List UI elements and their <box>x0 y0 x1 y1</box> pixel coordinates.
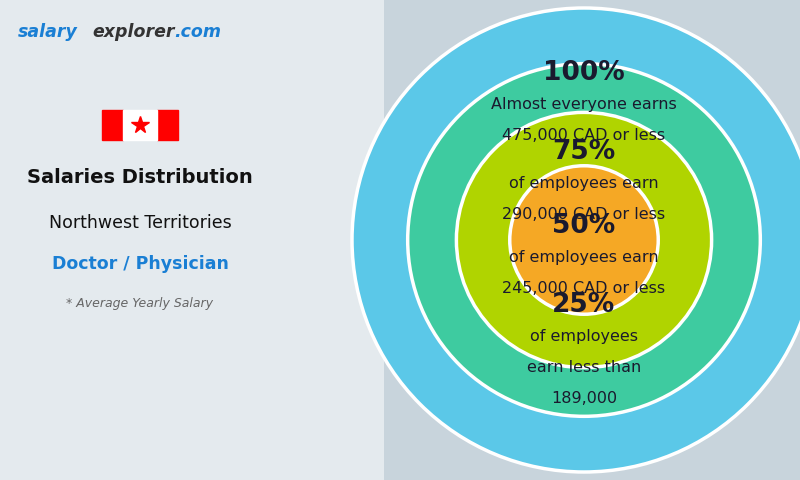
Text: 25%: 25% <box>552 292 616 318</box>
Text: Northwest Territories: Northwest Territories <box>49 214 231 232</box>
Text: .com: .com <box>174 23 222 41</box>
Circle shape <box>510 166 658 314</box>
Text: 100%: 100% <box>543 60 625 86</box>
Text: Salaries Distribution: Salaries Distribution <box>27 168 253 187</box>
Text: 50%: 50% <box>552 213 616 239</box>
Text: of employees earn: of employees earn <box>509 176 659 191</box>
Text: 245,000 CAD or less: 245,000 CAD or less <box>502 281 666 296</box>
Text: explorer: explorer <box>92 23 174 41</box>
Text: 75%: 75% <box>552 139 616 165</box>
Text: 475,000 CAD or less: 475,000 CAD or less <box>502 128 666 143</box>
Text: 290,000 CAD or less: 290,000 CAD or less <box>502 207 666 222</box>
Text: * Average Yearly Salary: * Average Yearly Salary <box>66 297 214 310</box>
Text: of employees earn: of employees earn <box>509 250 659 265</box>
Bar <box>102 110 123 140</box>
Text: 189,000: 189,000 <box>551 391 617 407</box>
Text: Almost everyone earns: Almost everyone earns <box>491 97 677 112</box>
Bar <box>123 110 157 140</box>
FancyBboxPatch shape <box>0 0 384 480</box>
Circle shape <box>408 64 760 416</box>
Text: salary: salary <box>18 23 78 41</box>
Circle shape <box>352 8 800 472</box>
Circle shape <box>456 112 712 368</box>
Bar <box>157 110 178 140</box>
Text: earn less than: earn less than <box>527 360 641 375</box>
Text: Doctor / Physician: Doctor / Physician <box>51 255 229 273</box>
Text: of employees: of employees <box>530 329 638 344</box>
